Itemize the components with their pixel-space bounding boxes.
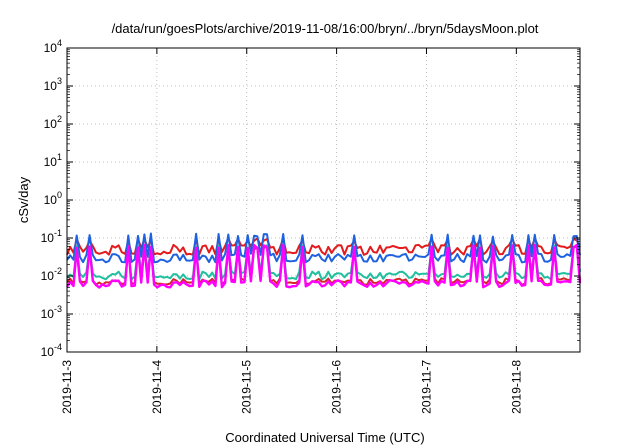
series-lines — [65, 232, 582, 289]
x-tick-label: 2019-11-5 — [240, 360, 254, 414]
grid-lines — [67, 48, 580, 352]
y-tick-label: 10-2 — [41, 266, 62, 283]
x-tick-label: 2019-11-3 — [60, 360, 74, 414]
x-tick-label: 2019-11-8 — [509, 360, 523, 414]
y-axis-ticks: 10-4 10-3 10-2 10-1 100 101 102 103 104 — [41, 38, 580, 359]
y-tick-label: 104 — [44, 38, 62, 55]
series-line-2 — [66, 232, 581, 264]
y-tick-label: 100 — [44, 190, 62, 207]
y-tick-label: 10-1 — [41, 228, 62, 245]
y-axis-label: cSv/day — [16, 176, 31, 223]
series-line-5 — [65, 243, 582, 289]
x-tick-label: 2019-11-4 — [150, 360, 164, 414]
y-tick-label: 10-4 — [41, 342, 62, 359]
x-tick-label: 2019-11-6 — [330, 360, 344, 414]
y-tick-label: 103 — [44, 76, 62, 93]
y-tick-label: 102 — [44, 114, 62, 131]
x-axis-label: Coordinated Universal Time (UTC) — [225, 430, 424, 445]
y-tick-label: 101 — [44, 152, 62, 169]
chart-title: /data/run/goesPlots/archive/2019-11-08/1… — [112, 21, 539, 36]
x-axis-ticks: 2019-11-3 2019-11-4 2019-11-5 2019-11-6 2019… — [60, 48, 523, 414]
x-tick-label: 2019-11-7 — [419, 360, 433, 414]
y-tick-label: 10-3 — [41, 304, 62, 321]
